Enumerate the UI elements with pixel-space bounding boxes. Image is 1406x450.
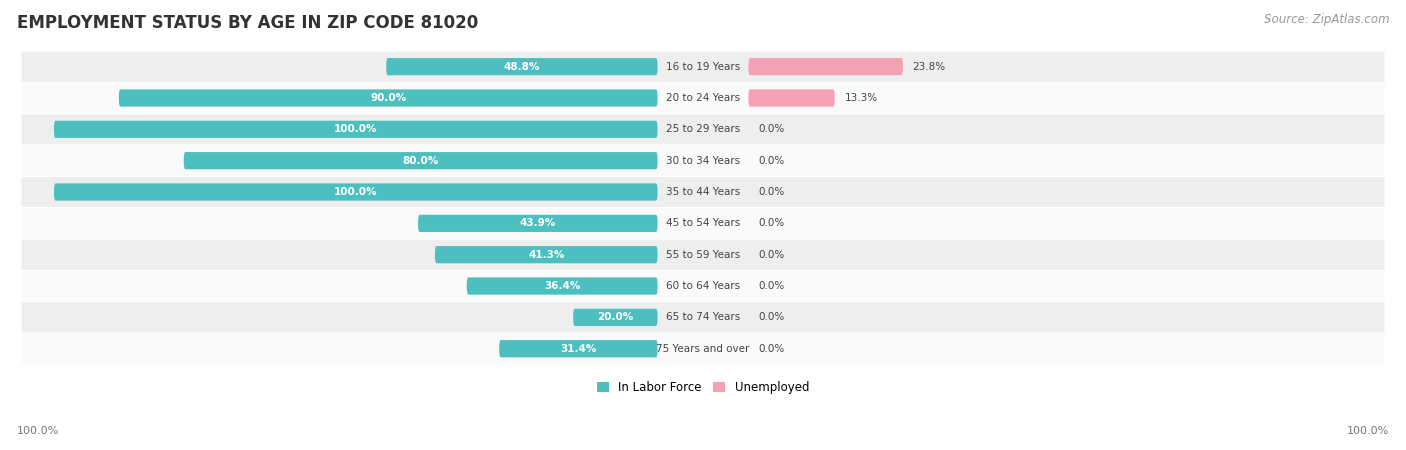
Text: 0.0%: 0.0% xyxy=(758,250,785,260)
FancyBboxPatch shape xyxy=(467,277,658,295)
Text: 65 to 74 Years: 65 to 74 Years xyxy=(666,312,740,322)
FancyBboxPatch shape xyxy=(53,121,658,138)
Text: 0.0%: 0.0% xyxy=(758,281,785,291)
Text: 80.0%: 80.0% xyxy=(402,156,439,166)
Text: 0.0%: 0.0% xyxy=(758,218,785,228)
FancyBboxPatch shape xyxy=(434,246,658,263)
Text: 41.3%: 41.3% xyxy=(529,250,564,260)
FancyBboxPatch shape xyxy=(184,152,658,169)
FancyBboxPatch shape xyxy=(21,52,1385,82)
Text: 75 Years and over: 75 Years and over xyxy=(657,344,749,354)
Text: 0.0%: 0.0% xyxy=(758,156,785,166)
Text: 43.9%: 43.9% xyxy=(520,218,555,228)
FancyBboxPatch shape xyxy=(53,184,658,201)
Text: 23.8%: 23.8% xyxy=(912,62,946,72)
Text: 0.0%: 0.0% xyxy=(758,344,785,354)
Text: 31.4%: 31.4% xyxy=(560,344,596,354)
FancyBboxPatch shape xyxy=(120,90,658,107)
Text: EMPLOYMENT STATUS BY AGE IN ZIP CODE 81020: EMPLOYMENT STATUS BY AGE IN ZIP CODE 810… xyxy=(17,14,478,32)
FancyBboxPatch shape xyxy=(21,333,1385,364)
Text: 60 to 64 Years: 60 to 64 Years xyxy=(666,281,740,291)
Text: 90.0%: 90.0% xyxy=(370,93,406,103)
Text: 20.0%: 20.0% xyxy=(598,312,634,322)
Text: 20 to 24 Years: 20 to 24 Years xyxy=(666,93,740,103)
FancyBboxPatch shape xyxy=(387,58,658,75)
FancyBboxPatch shape xyxy=(21,83,1385,113)
Text: 35 to 44 Years: 35 to 44 Years xyxy=(666,187,740,197)
Text: 100.0%: 100.0% xyxy=(335,187,377,197)
FancyBboxPatch shape xyxy=(21,240,1385,270)
Text: 0.0%: 0.0% xyxy=(758,187,785,197)
Text: 25 to 29 Years: 25 to 29 Years xyxy=(666,124,740,135)
Text: Source: ZipAtlas.com: Source: ZipAtlas.com xyxy=(1264,14,1389,27)
FancyBboxPatch shape xyxy=(21,177,1385,207)
Text: 0.0%: 0.0% xyxy=(758,312,785,322)
Text: 16 to 19 Years: 16 to 19 Years xyxy=(666,62,740,72)
FancyBboxPatch shape xyxy=(21,302,1385,333)
Text: 0.0%: 0.0% xyxy=(758,124,785,135)
Legend: In Labor Force, Unemployed: In Labor Force, Unemployed xyxy=(592,377,814,399)
Text: 100.0%: 100.0% xyxy=(17,427,59,436)
FancyBboxPatch shape xyxy=(418,215,658,232)
FancyBboxPatch shape xyxy=(21,114,1385,144)
Text: 100.0%: 100.0% xyxy=(335,124,377,135)
Text: 30 to 34 Years: 30 to 34 Years xyxy=(666,156,740,166)
Text: 13.3%: 13.3% xyxy=(845,93,877,103)
Text: 100.0%: 100.0% xyxy=(1347,427,1389,436)
FancyBboxPatch shape xyxy=(21,271,1385,301)
FancyBboxPatch shape xyxy=(574,309,658,326)
FancyBboxPatch shape xyxy=(21,146,1385,176)
FancyBboxPatch shape xyxy=(21,208,1385,239)
FancyBboxPatch shape xyxy=(748,90,835,107)
Text: 48.8%: 48.8% xyxy=(503,62,540,72)
Text: 45 to 54 Years: 45 to 54 Years xyxy=(666,218,740,228)
FancyBboxPatch shape xyxy=(748,58,903,75)
Text: 55 to 59 Years: 55 to 59 Years xyxy=(666,250,740,260)
Text: 36.4%: 36.4% xyxy=(544,281,581,291)
FancyBboxPatch shape xyxy=(499,340,658,357)
